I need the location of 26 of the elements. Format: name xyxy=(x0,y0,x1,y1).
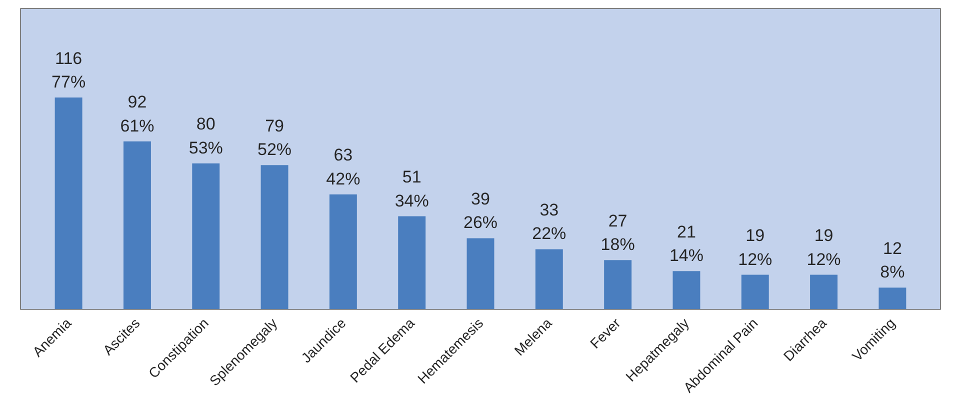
data-label: 79 52% xyxy=(258,116,292,160)
data-label: 92 61% xyxy=(120,92,154,136)
bar xyxy=(878,288,906,310)
bar xyxy=(466,238,494,310)
bar xyxy=(535,249,563,310)
bar xyxy=(192,163,220,310)
data-label: 80 53% xyxy=(188,114,223,158)
data-label: 63 42% xyxy=(326,146,360,188)
data-label: 39 26% xyxy=(463,189,498,232)
data-label: 116 77% xyxy=(52,48,86,92)
bar xyxy=(398,216,426,310)
bar xyxy=(810,274,838,310)
data-label: 21 14% xyxy=(669,222,704,266)
data-label: 12 8% xyxy=(880,238,905,282)
data-label: 19 12% xyxy=(806,226,841,269)
bar xyxy=(54,98,82,310)
data-label: 27 18% xyxy=(600,211,635,254)
bar xyxy=(329,194,357,310)
data-label: 51 34% xyxy=(394,168,429,210)
data-label: 19 12% xyxy=(738,226,772,269)
bar xyxy=(604,260,632,310)
data-label: 33 22% xyxy=(532,200,566,244)
bar xyxy=(672,271,700,310)
bar xyxy=(741,274,769,310)
bar xyxy=(260,165,288,310)
bar xyxy=(123,141,151,310)
